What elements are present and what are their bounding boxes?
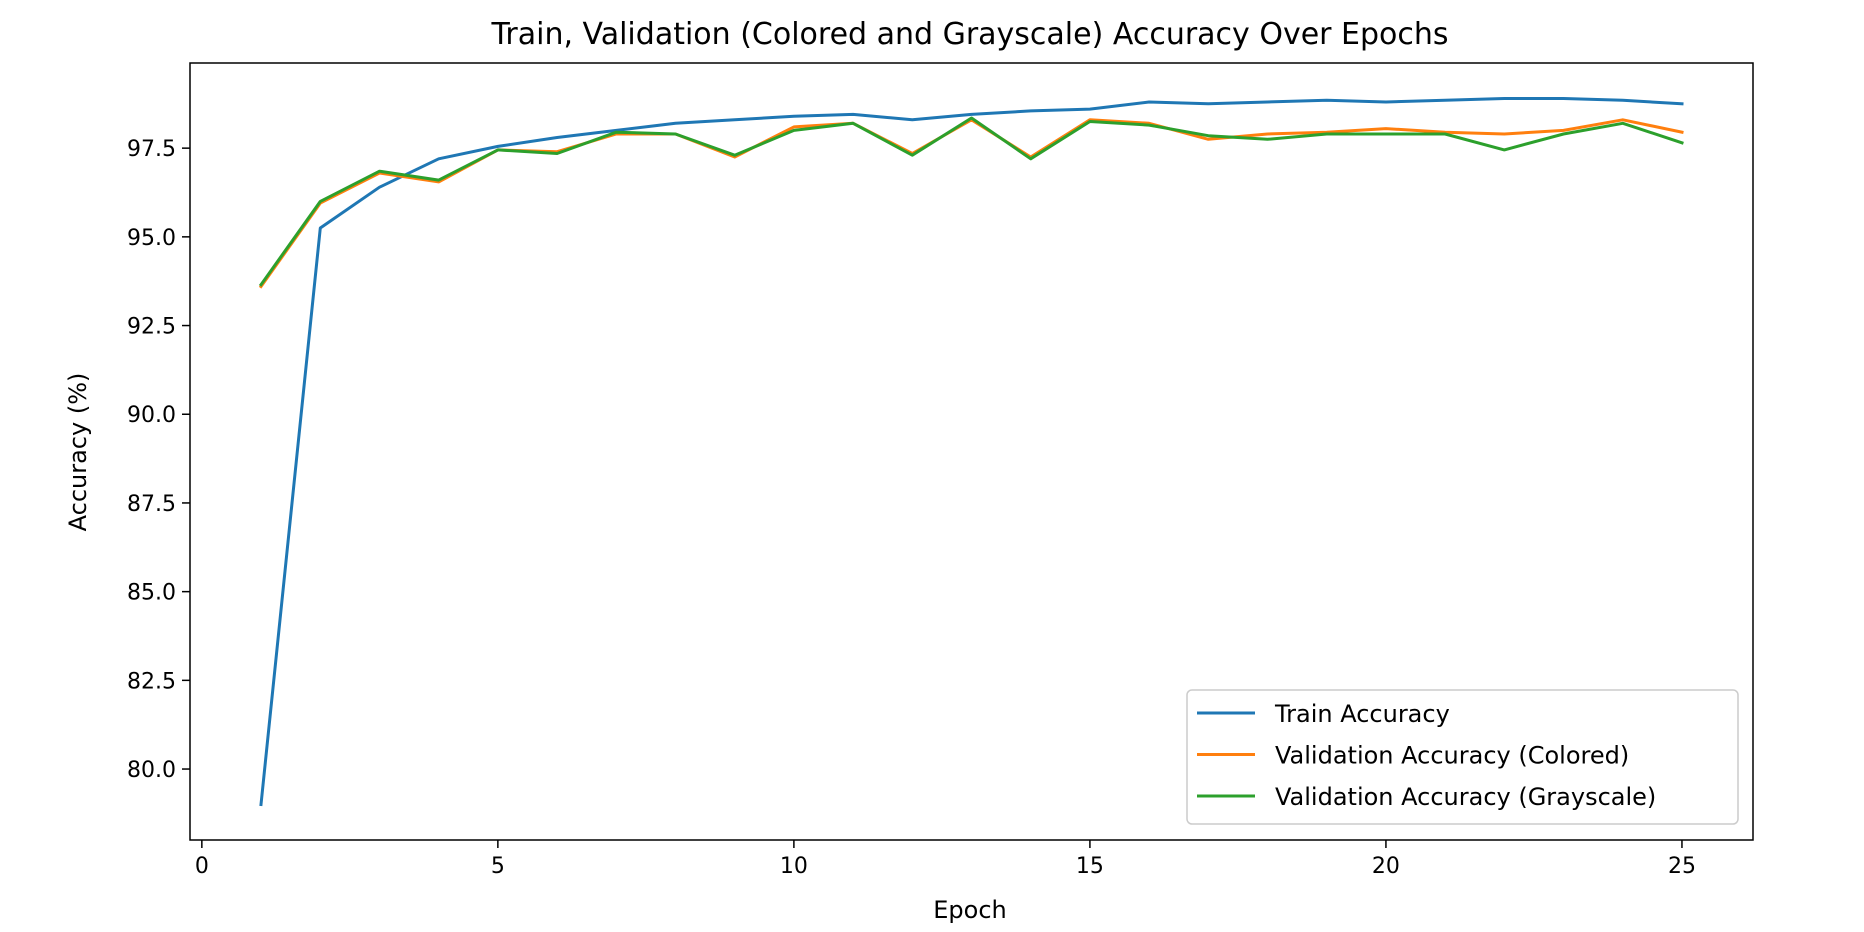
- plot-area: [258, 97, 1684, 807]
- x-tick-label: 10: [780, 854, 808, 879]
- x-tick-label: 0: [195, 854, 209, 879]
- legend-box: [1186, 689, 1739, 825]
- y-tick-label: 95.0: [127, 226, 176, 251]
- x-tick-label: 25: [1668, 854, 1696, 879]
- chart-title: Train, Validation (Colored and Grayscale…: [490, 17, 1448, 52]
- series-line-1: [259, 97, 1684, 807]
- y-tick-label: 87.5: [127, 492, 176, 517]
- y-tick-label: 82.5: [127, 669, 176, 694]
- y-axis-label: Accuracy (%): [64, 373, 92, 532]
- series-line-3: [258, 116, 1684, 287]
- legend-label: Train Accuracy: [1274, 700, 1450, 728]
- y-tick-label: 90.0: [127, 403, 176, 428]
- x-tick-label: 5: [491, 854, 505, 879]
- x-tick-label: 20: [1372, 854, 1400, 879]
- y-tick-label: 85.0: [127, 581, 176, 606]
- legend-label: Validation Accuracy (Grayscale): [1275, 783, 1656, 811]
- x-tick-label: 15: [1076, 854, 1104, 879]
- legend-label: Validation Accuracy (Colored): [1275, 742, 1629, 770]
- series-line-2: [258, 118, 1684, 289]
- y-tick-label: 92.5: [127, 315, 176, 340]
- y-tick-label: 80.0: [127, 758, 176, 783]
- y-axis: 80.0 82.5 85.0 87.5 90.0 92.5 95.0 97.5: [127, 137, 190, 783]
- y-tick-label: 97.5: [127, 137, 176, 162]
- plot-frame: [189, 62, 1754, 841]
- legend: Train Accuracy Validation Accuracy (Color…: [1186, 689, 1739, 825]
- x-axis: 0 5 10 15 20 25: [195, 840, 1696, 879]
- x-axis-label: Epoch: [933, 896, 1007, 924]
